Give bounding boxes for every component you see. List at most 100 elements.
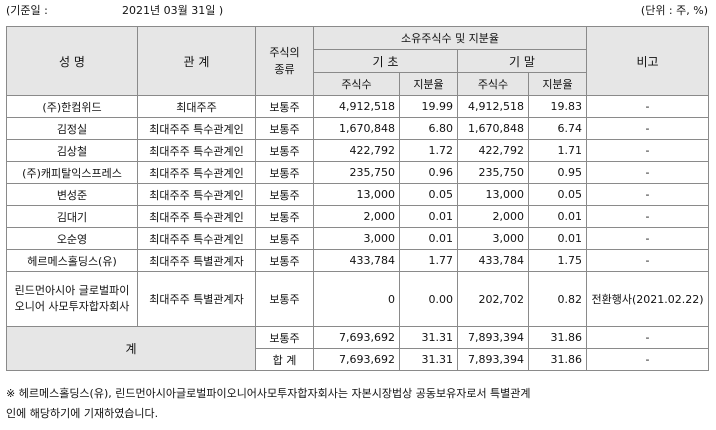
note: - [586, 249, 710, 272]
holder-relation: 최대주주 특수관계인 [137, 139, 256, 162]
begin-shares: 235,750 [313, 161, 400, 184]
begin-ratio: 19.99 [399, 95, 458, 118]
stock-type: 보통주 [255, 183, 314, 206]
holder-name: 김정실 [6, 117, 138, 140]
end-ratio: 0.05 [527, 183, 588, 206]
end-shares: 7,893,394 [457, 326, 529, 349]
begin-ratio: 31.31 [399, 348, 458, 371]
table-row: 오순영 최대주주 특수관계인 보통주 3,000 0.01 3,000 0.01… [6, 227, 710, 250]
col-relation-header: 관 계 [137, 26, 256, 96]
begin-shares: 433,784 [313, 249, 400, 272]
table-row: 변성준 최대주주 특수관계인 보통주 13,000 0.05 13,000 0.… [6, 183, 710, 206]
end-ratio: 19.83 [527, 95, 588, 118]
stock-type-line2: 종류 [274, 63, 295, 76]
end-shares: 202,702 [457, 271, 529, 327]
table-row: (주)한컴위드 최대주주 보통주 4,912,518 19.99 4,912,5… [6, 95, 710, 118]
col-note-header: 비고 [586, 26, 710, 96]
end-ratio: 0.01 [527, 205, 588, 228]
end-shares: 422,792 [457, 139, 529, 162]
holder-name: 김상철 [6, 139, 138, 162]
begin-ratio: 31.31 [399, 326, 458, 349]
note: - [586, 161, 710, 184]
stock-type: 보통주 [255, 326, 314, 349]
begin-shares: 422,792 [313, 139, 400, 162]
holder-name-line1: 린드먼아시아 글로벌파이 [14, 284, 130, 297]
holder-relation: 최대주주 특수관계인 [137, 161, 256, 184]
col-holdings-group-header: 소유주식수 및 지분율 [312, 26, 588, 50]
col-end-header: 기 말 [456, 49, 588, 73]
total-row-sum: 합 계 7,693,692 31.31 7,893,394 31.86 - [7, 348, 710, 371]
holder-relation: 최대주주 특수관계인 [137, 117, 256, 140]
col-end-ratio-header: 지분율 [527, 72, 588, 96]
col-begin-shares-header: 주식수 [313, 72, 400, 96]
end-shares: 7,893,394 [457, 348, 529, 371]
stock-type: 보통주 [255, 161, 314, 184]
end-shares: 1,670,848 [457, 117, 529, 140]
end-ratio: 31.86 [527, 348, 588, 371]
note: - [586, 227, 710, 250]
table-row-special: 린드먼아시아 글로벌파이 오니어 사모투자합자회사 최대주주 특별관계자 보통주… [6, 271, 710, 327]
begin-shares: 13,000 [313, 183, 400, 206]
holder-name: (주)캐피탈익스프레스 [6, 161, 138, 184]
col-begin-ratio-header: 지분율 [399, 72, 458, 96]
stock-type: 보통주 [255, 227, 314, 250]
total-label: 계 [6, 326, 256, 371]
begin-shares: 0 [313, 271, 400, 327]
stock-type: 보통주 [255, 271, 314, 327]
note: - [586, 95, 710, 118]
holder-relation: 최대주주 특수관계인 [137, 205, 256, 228]
table-row: 김대기 최대주주 특수관계인 보통주 2,000 0.01 2,000 0.01… [6, 205, 710, 228]
holder-relation: 최대주주 특수관계인 [137, 183, 256, 206]
footnote-line1: ※ 헤르메스홀딩스(유), 린드먼아시아글로벌파이오니어사모투자합자회사는 자본… [6, 387, 531, 400]
holder-name: 헤르메스홀딩스(유) [6, 249, 138, 272]
begin-shares: 7,693,692 [313, 326, 400, 349]
begin-ratio: 6.80 [399, 117, 458, 140]
col-end-shares-header: 주식수 [457, 72, 529, 96]
begin-ratio: 0.96 [399, 161, 458, 184]
begin-shares: 1,670,848 [313, 117, 400, 140]
note: 전환행사(2021.02.22) [586, 271, 710, 327]
note: - [586, 183, 710, 206]
end-shares: 2,000 [457, 205, 529, 228]
holder-name: 김대기 [6, 205, 138, 228]
note: - [586, 348, 710, 371]
end-shares: 433,784 [457, 249, 529, 272]
total-row-common: 계 보통주 7,693,692 31.31 7,893,394 31.86 - [6, 326, 710, 371]
col-name-header: 성 명 [6, 26, 138, 96]
stock-type-line1: 주식의 [269, 46, 300, 59]
begin-ratio: 1.72 [399, 139, 458, 162]
end-ratio: 6.74 [527, 117, 588, 140]
holder-name: 린드먼아시아 글로벌파이 오니어 사모투자합자회사 [6, 271, 138, 327]
holder-relation: 최대주주 [137, 95, 256, 118]
table-row: (주)캐피탈익스프레스 최대주주 특수관계인 보통주 235,750 0.96 … [6, 161, 710, 184]
footnote: ※ 헤르메스홀딩스(유), 린드먼아시아글로벌파이오니어사모투자합자회사는 자본… [6, 384, 708, 424]
holder-name-line2: 오니어 사모투자합자회사 [14, 300, 130, 313]
stock-type: 보통주 [255, 249, 314, 272]
end-ratio: 0.82 [527, 271, 588, 327]
unit-label: (단위 : 주, %) [640, 4, 708, 17]
end-ratio: 31.86 [527, 326, 588, 349]
note: - [586, 326, 710, 349]
stock-type: 보통주 [255, 95, 314, 118]
begin-ratio: 0.01 [399, 227, 458, 250]
end-shares: 13,000 [457, 183, 529, 206]
end-ratio: 0.95 [527, 161, 588, 184]
stock-type: 보통주 [255, 205, 314, 228]
holder-name: 오순영 [6, 227, 138, 250]
end-ratio: 0.01 [527, 227, 588, 250]
begin-shares: 7,693,692 [313, 348, 400, 371]
begin-ratio: 0.00 [399, 271, 458, 327]
sum-label: 합 계 [255, 348, 314, 371]
begin-shares: 4,912,518 [313, 95, 400, 118]
holder-relation: 최대주주 특수관계인 [137, 227, 256, 250]
report-header: (기준일 : 2021년 03월 31일 ) (단위 : 주, %) [6, 2, 708, 20]
begin-shares: 2,000 [313, 205, 400, 228]
base-date-label: (기준일 : [6, 4, 48, 17]
holder-relation: 최대주주 특별관계자 [137, 271, 256, 327]
base-date: 2021년 03월 31일 ) [122, 4, 224, 17]
holder-relation: 최대주주 특별관계자 [137, 249, 256, 272]
end-shares: 3,000 [457, 227, 529, 250]
note: - [586, 205, 710, 228]
begin-ratio: 0.01 [399, 205, 458, 228]
begin-ratio: 0.05 [399, 183, 458, 206]
